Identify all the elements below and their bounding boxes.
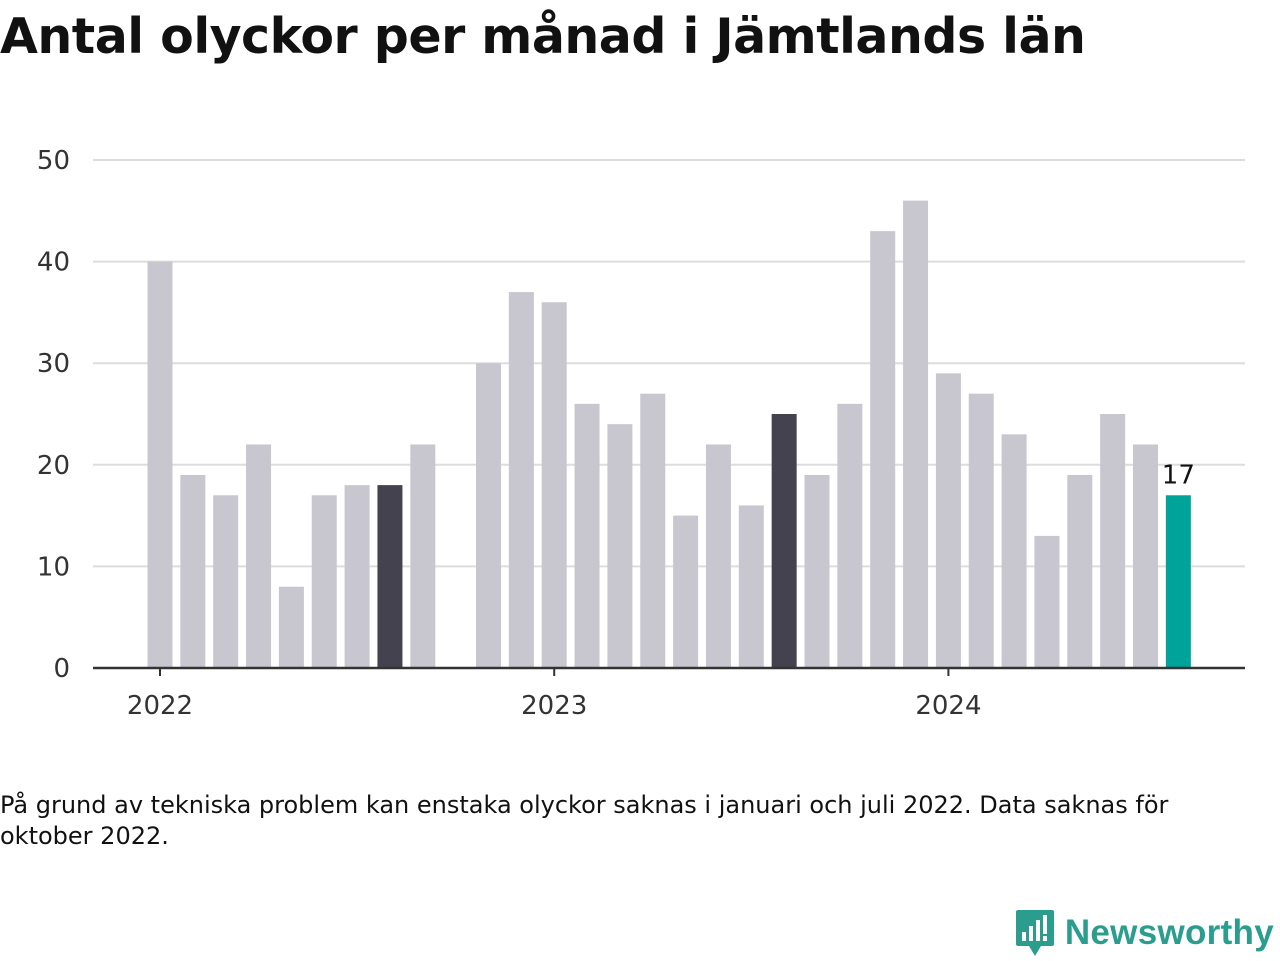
bar [804, 474, 830, 668]
y-tick-label: 10 [37, 552, 70, 582]
bar [1001, 434, 1027, 668]
bar [1165, 495, 1191, 668]
bar [870, 231, 896, 668]
bar [311, 495, 337, 668]
bar [705, 444, 731, 668]
bar [968, 393, 994, 668]
bar [607, 424, 633, 668]
bar [344, 485, 370, 668]
bar [1133, 444, 1158, 668]
bar [377, 485, 403, 668]
x-tick-label: 2022 [127, 691, 193, 721]
brand-name: Newsworthy [1064, 913, 1274, 952]
bar [180, 474, 206, 668]
bar [213, 495, 239, 668]
bar-chart: 0 10 20 30 40 50 2022 2023 2024 17 [37, 146, 1245, 721]
newsworthy-logo-icon [1015, 910, 1054, 956]
bar [1034, 535, 1060, 668]
bar [410, 444, 436, 668]
bar [476, 363, 501, 668]
bar [935, 373, 961, 668]
bar [147, 261, 173, 668]
bar [541, 302, 567, 668]
bar [574, 403, 600, 668]
brand-logo: Newsworthy [1015, 905, 1274, 961]
bar [837, 403, 863, 668]
y-tick-label: 0 [53, 654, 70, 684]
bar [640, 393, 666, 668]
y-tick-label: 40 [37, 248, 70, 278]
y-tick-label: 50 [37, 146, 70, 176]
y-tick-label: 30 [37, 349, 70, 379]
data-label: 17 [1162, 460, 1195, 490]
bar [903, 200, 929, 668]
bar [246, 444, 272, 668]
bar [1100, 414, 1126, 668]
bar [738, 505, 764, 668]
chart-title: Antal olyckor per månad i Jämtlands län [0, 8, 1086, 65]
footnote: På grund av tekniska problem kan enstaka… [0, 791, 1169, 850]
x-tick-label: 2023 [521, 691, 587, 721]
bar [1067, 474, 1093, 668]
bar [673, 515, 699, 668]
bar [771, 414, 797, 668]
bar [508, 292, 534, 668]
bar [278, 586, 304, 668]
x-tick-label: 2024 [915, 691, 981, 721]
y-tick-label: 20 [37, 451, 70, 481]
